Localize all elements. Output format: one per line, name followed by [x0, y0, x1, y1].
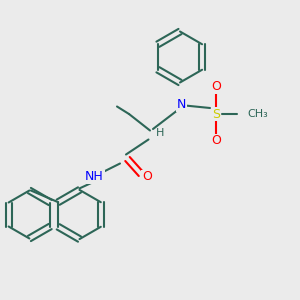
Text: CH₃: CH₃: [248, 109, 268, 119]
Text: NH: NH: [85, 170, 104, 184]
Text: S: S: [212, 107, 220, 121]
Text: O: O: [211, 134, 221, 148]
Text: O: O: [142, 170, 152, 184]
Text: N: N: [177, 98, 186, 112]
Text: H: H: [156, 128, 165, 139]
Text: O: O: [211, 80, 221, 94]
